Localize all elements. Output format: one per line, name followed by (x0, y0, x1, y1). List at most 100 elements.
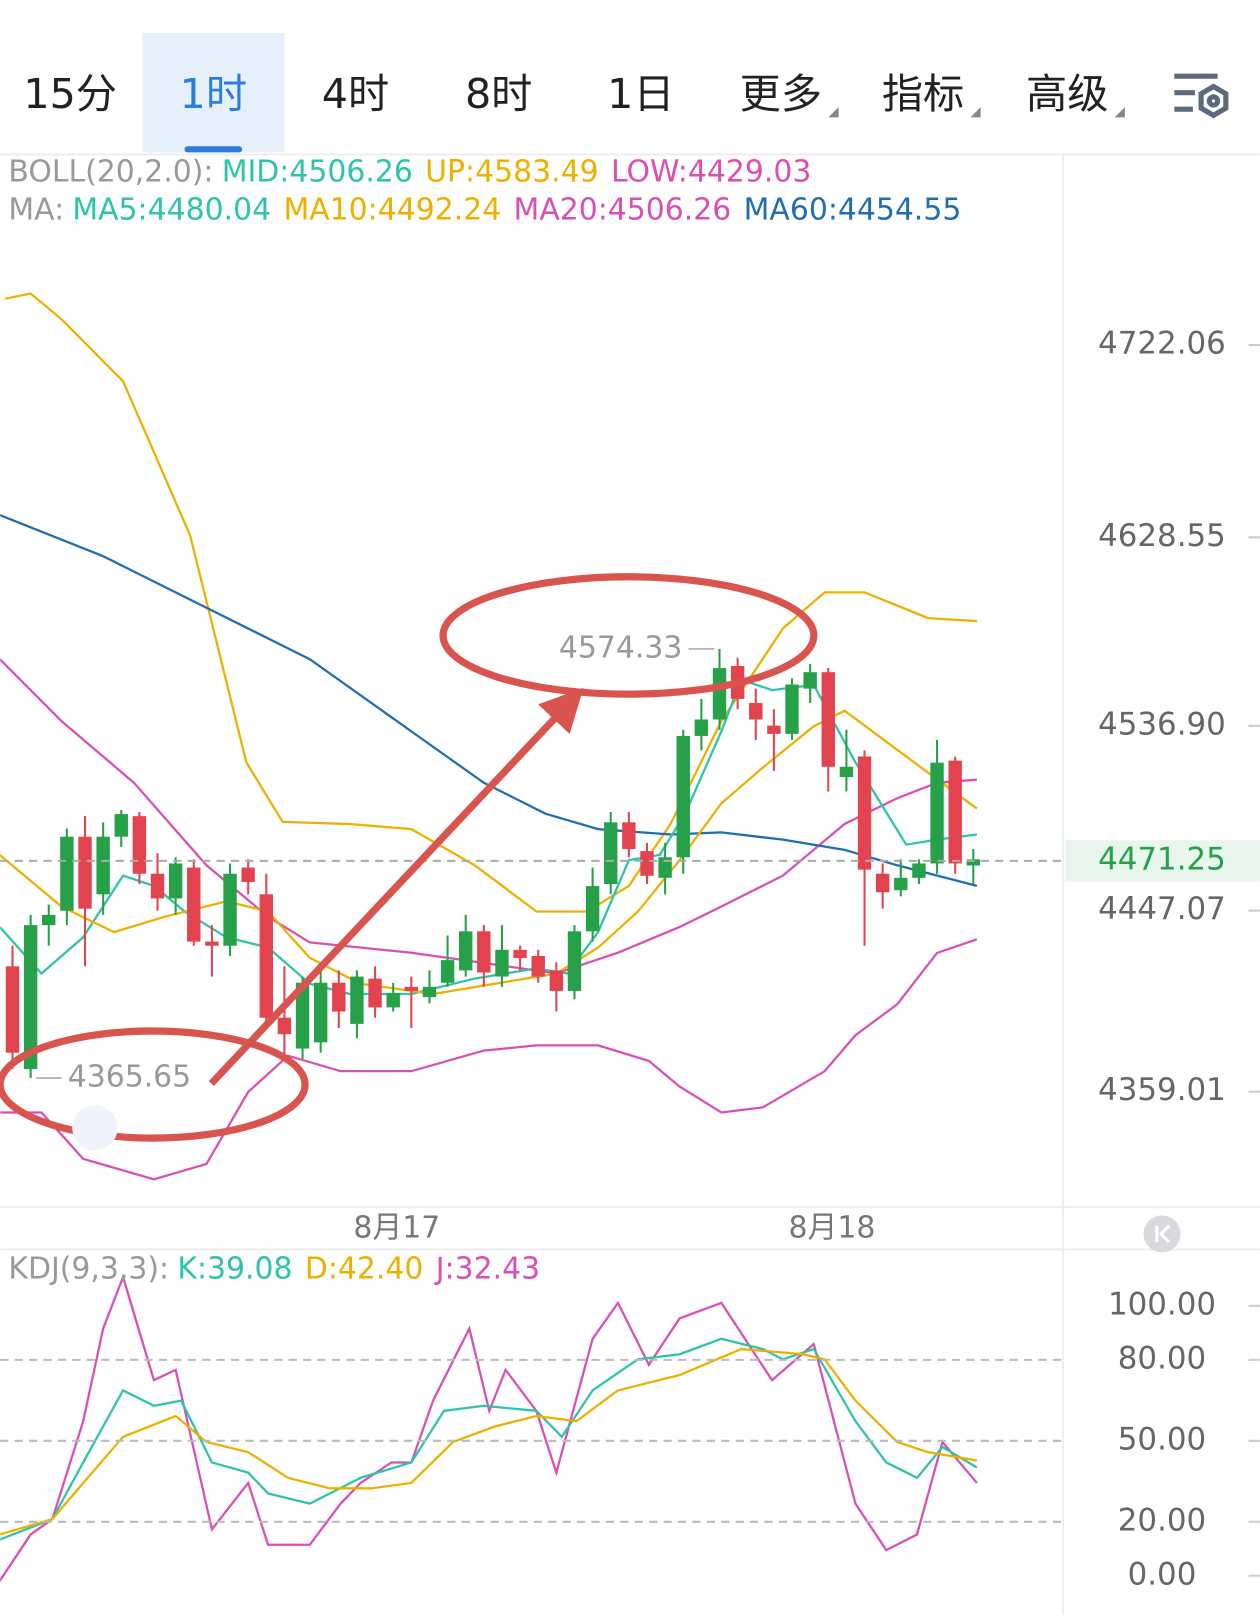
indicator-line (0, 514, 978, 887)
tab[interactable]: 15分 (23, 70, 117, 118)
expand-icon[interactable] (72, 1105, 118, 1151)
active-tab-indicator (184, 146, 243, 153)
active-tab-bg (142, 32, 285, 153)
candle-body (785, 684, 799, 734)
y-tick-label: 20.00 (1118, 1502, 1206, 1538)
candle-body (368, 978, 382, 1008)
candle-body (966, 859, 980, 866)
charts: 4722.06 4628.55 4536.90 4447.07 4359.01 8月17 8… (0, 155, 1260, 1592)
candle-body (23, 925, 38, 1070)
legend-item: MID:4506.26 (222, 155, 413, 190)
candle-body (821, 672, 835, 767)
y-tick-label: 4722.06 (1098, 326, 1226, 362)
legend-item: MA20:4506.26 (514, 193, 732, 228)
candle-body (96, 836, 110, 895)
y-tick-label: 4628.55 (1098, 518, 1226, 554)
candle-body (350, 976, 364, 1024)
indicator-line (0, 1273, 978, 1582)
candle-body (440, 960, 455, 983)
y-tick-label: 0.00 (1128, 1556, 1197, 1592)
last-price-label: 4471.25 (1098, 841, 1226, 877)
candle-body (857, 756, 872, 870)
legend-item: MA5:4480.04 (72, 193, 271, 228)
candle-body (42, 914, 56, 926)
chart-panel: 100.00 80.00 50.00 20.00 0.00 KDJ(9,3,3): K:39… (0, 1251, 1260, 1592)
candle-body (803, 672, 817, 689)
menu[interactable]: 高级 (1026, 70, 1108, 118)
settings-icon[interactable] (1174, 73, 1229, 119)
candle-body (531, 956, 545, 977)
candle-body (295, 982, 310, 1049)
candle-body (749, 703, 763, 720)
candle-body (622, 822, 636, 850)
candle-body (132, 816, 147, 874)
candle-body (114, 814, 128, 837)
candle-body (422, 986, 437, 998)
chart-panel: 4722.06 4628.55 4536.90 4447.07 4359.01 8月17 8… (0, 155, 1260, 1245)
candle-body (187, 867, 201, 942)
indicator-line (0, 1347, 978, 1536)
candle-body (549, 970, 564, 991)
candle-body (205, 941, 219, 946)
candle-body (223, 873, 237, 946)
extreme-label: 4365.65 (68, 1060, 191, 1095)
candle-body (241, 867, 255, 882)
highlight-ellipse (0, 1027, 309, 1142)
menu[interactable]: 更多 (740, 70, 822, 118)
extreme-label: 4574.33 (559, 630, 682, 665)
candle-body (604, 822, 618, 885)
menu[interactable]: 指标 (882, 70, 964, 118)
candle-body (658, 857, 672, 878)
candle-body (567, 931, 582, 991)
candle-body (477, 931, 491, 973)
candle-body (585, 886, 600, 932)
candle-body (875, 873, 890, 893)
tab[interactable]: 4时 (322, 70, 389, 118)
candle-body (767, 725, 781, 734)
indicator-line (4, 292, 977, 913)
legend-item: UP:4583.49 (425, 155, 598, 190)
y-tick-label: 100.00 (1108, 1286, 1216, 1322)
legend-item: D:42.40 (305, 1251, 424, 1286)
tab[interactable]: 1时 (180, 70, 247, 118)
candle-body (313, 982, 328, 1043)
candle-body (332, 982, 346, 1012)
candle-body (168, 863, 183, 899)
legend-label: MA: (8, 193, 64, 228)
plot-area (0, 1273, 978, 1582)
legend-item: K:39.08 (177, 1251, 292, 1286)
indicator-line (0, 938, 978, 1181)
candle-body (948, 760, 962, 864)
reset-icon (1155, 1224, 1171, 1244)
candle-body (839, 766, 854, 778)
candle-body (495, 949, 509, 977)
highlight-ellipse (439, 573, 818, 698)
candle-body (640, 851, 654, 876)
arrow (208, 687, 584, 1087)
candle-body (459, 931, 473, 971)
y-tick-label: 4536.90 (1098, 706, 1226, 742)
legend-item: MA60:4454.55 (744, 193, 962, 228)
candle-body (5, 966, 20, 1053)
tab[interactable]: 1日 (607, 70, 674, 118)
candle-body (386, 993, 400, 1008)
y-tick-label: 4447.07 (1098, 891, 1226, 927)
candle-body (277, 1017, 292, 1035)
candle-body (78, 836, 92, 909)
y-tick-label: 50.00 (1118, 1421, 1206, 1457)
tab[interactable]: 8时 (465, 70, 532, 118)
x-tick-label: 8月18 (788, 1210, 875, 1245)
indicator-line (0, 1337, 978, 1541)
menu-caret (1114, 107, 1125, 118)
candle-body (150, 873, 165, 899)
x-tick-label: 8月17 (353, 1210, 440, 1245)
candle-body (930, 762, 944, 864)
last-price-bg (1065, 840, 1260, 882)
candle-body (513, 949, 527, 959)
y-tick-label: 4359.01 (1098, 1072, 1226, 1108)
legend-item: J:32.43 (434, 1251, 540, 1286)
candle-body (404, 986, 419, 991)
